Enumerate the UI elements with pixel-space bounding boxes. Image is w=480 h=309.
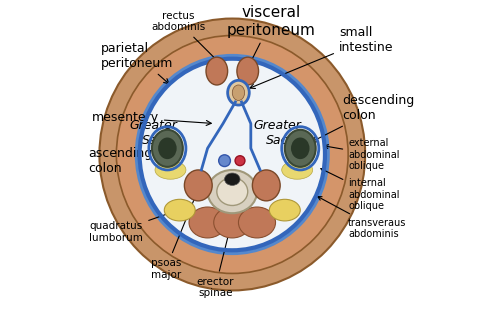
- Ellipse shape: [219, 155, 230, 167]
- Text: internal
abdominal
oblique: internal abdominal oblique: [321, 169, 400, 211]
- Text: quadratus
lumborum: quadratus lumborum: [89, 211, 174, 243]
- Ellipse shape: [252, 170, 280, 201]
- Text: descending
colon: descending colon: [312, 94, 414, 142]
- Ellipse shape: [237, 57, 259, 85]
- Ellipse shape: [282, 161, 312, 179]
- Ellipse shape: [207, 170, 257, 213]
- Ellipse shape: [136, 56, 328, 253]
- Ellipse shape: [206, 57, 228, 85]
- Ellipse shape: [214, 207, 251, 238]
- Text: transveraus
abdominis: transveraus abdominis: [318, 197, 407, 239]
- Ellipse shape: [158, 138, 177, 159]
- Ellipse shape: [291, 138, 310, 159]
- Ellipse shape: [232, 85, 245, 100]
- Text: external
abdominal
oblique: external abdominal oblique: [324, 138, 400, 171]
- Text: psoas
major: psoas major: [151, 189, 199, 280]
- Ellipse shape: [117, 36, 348, 273]
- Ellipse shape: [189, 207, 226, 238]
- Text: rectus
abdominis: rectus abdominis: [151, 11, 218, 62]
- Ellipse shape: [285, 130, 316, 167]
- Text: erector
spinae: erector spinae: [196, 230, 234, 298]
- Ellipse shape: [225, 173, 240, 185]
- Ellipse shape: [228, 80, 249, 105]
- Ellipse shape: [217, 178, 248, 205]
- Ellipse shape: [235, 156, 245, 166]
- Ellipse shape: [99, 19, 365, 290]
- Text: visceral
peritoneum: visceral peritoneum: [227, 6, 315, 80]
- Text: Greater
Sac: Greater Sac: [130, 119, 178, 147]
- Text: small
intestine: small intestine: [250, 26, 394, 88]
- Ellipse shape: [269, 199, 300, 221]
- Text: mesentery: mesentery: [92, 111, 211, 125]
- Ellipse shape: [155, 161, 186, 179]
- Ellipse shape: [152, 130, 183, 167]
- Text: ascending
colon: ascending colon: [89, 144, 164, 175]
- Text: parietal
peritoneum: parietal peritoneum: [101, 42, 173, 84]
- Ellipse shape: [239, 207, 276, 238]
- Text: Greater
Sac: Greater Sac: [253, 119, 301, 147]
- Ellipse shape: [184, 170, 212, 201]
- Ellipse shape: [164, 199, 195, 221]
